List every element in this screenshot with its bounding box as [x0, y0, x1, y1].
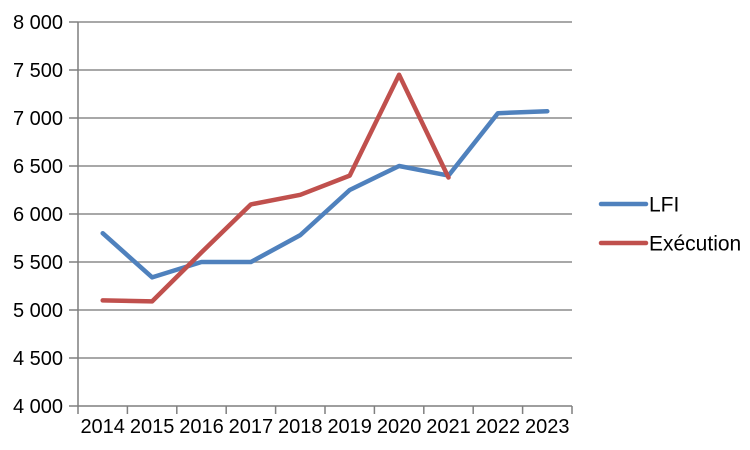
y-tick-label: 7 000: [13, 108, 63, 130]
series-line-execution: [100, 72, 451, 304]
x-tick-label: 2020: [377, 416, 422, 438]
x-tick-label: 2022: [476, 416, 521, 438]
y-tick-label: 6 500: [13, 156, 63, 178]
y-tick-label: 5 000: [13, 300, 63, 322]
y-tick-label: 8 000: [13, 12, 63, 34]
x-tick-label: 2016: [179, 416, 224, 438]
y-tick-label: 4 000: [13, 396, 63, 418]
y-tick-label: 4 500: [13, 348, 63, 370]
x-tick-label: 2017: [229, 416, 274, 438]
x-tick-label: 2019: [327, 416, 372, 438]
x-tick-label: 2023: [525, 416, 570, 438]
x-tick-label: 2018: [278, 416, 323, 438]
y-tick-label: 6 000: [13, 204, 63, 226]
x-tick-label: 2015: [130, 416, 175, 438]
x-tick-label: 2021: [426, 416, 471, 438]
legend-label: Exécution: [649, 233, 741, 256]
legend-label: LFI: [649, 194, 679, 217]
y-tick-label: 5 500: [13, 252, 63, 274]
series-line-lfi: [100, 109, 550, 280]
y-tick-label: 7 500: [13, 60, 63, 82]
x-tick-label: 2014: [80, 416, 125, 438]
